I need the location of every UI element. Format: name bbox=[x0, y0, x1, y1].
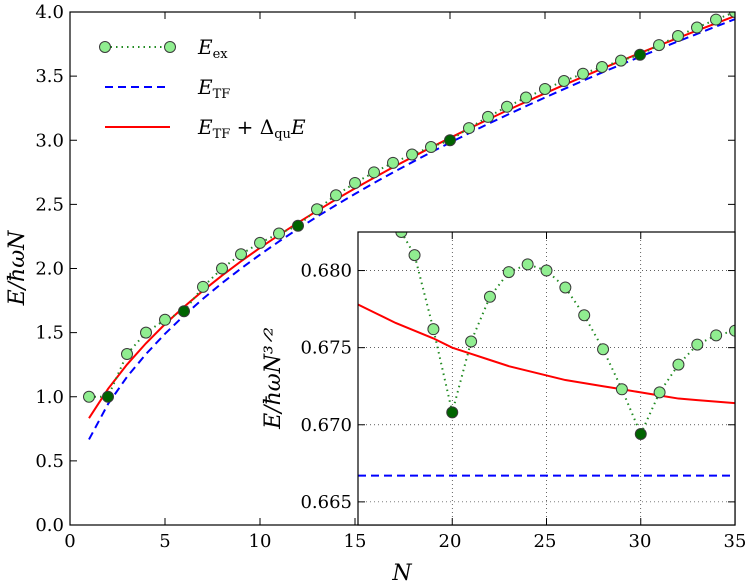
main-x-tick-label: 30 bbox=[629, 531, 652, 552]
main-ex-point bbox=[425, 141, 437, 154]
inset-ex-point bbox=[615, 383, 628, 396]
inset-chart: 0.665 0.670 0.675 0.680 E/ħωN³ᐟ² bbox=[261, 231, 736, 526]
main-ex-point bbox=[83, 390, 95, 403]
main-ex-point bbox=[729, 12, 735, 18]
inset-ex-point bbox=[540, 264, 553, 277]
inset-ex-point bbox=[427, 323, 440, 336]
main-axis-ticks: 0 5 10 15 20 25 30 35 0.0 0.5 1.0 1.5 2.0 2.5 3.0 3.5 4.… bbox=[35, 2, 746, 552]
main-ex-point bbox=[216, 262, 228, 275]
main-ex-point bbox=[672, 29, 684, 42]
legend-ex-marker-left bbox=[99, 41, 111, 53]
inset-ex-point bbox=[691, 338, 704, 351]
main-x-tick-label: 0 bbox=[64, 531, 75, 552]
main-ex-point bbox=[482, 110, 494, 123]
main-ex-point bbox=[463, 122, 475, 135]
main-y-tick-label: 2.0 bbox=[35, 259, 64, 280]
legend: Eex ETF ETF + ΔquE bbox=[99, 35, 306, 142]
legend-entry-tf-qu: ETF + ΔquE bbox=[105, 115, 306, 142]
main-x-tick-label: 15 bbox=[344, 531, 367, 552]
main-ex-point bbox=[596, 61, 608, 74]
main-ex-point bbox=[102, 390, 114, 403]
main-ex-point bbox=[178, 305, 190, 318]
main-ex-point bbox=[273, 227, 285, 240]
main-series-group bbox=[83, 12, 735, 440]
inset-ex-point bbox=[653, 386, 666, 399]
main-ex-point bbox=[311, 203, 323, 216]
main-ex-point bbox=[444, 134, 456, 147]
main-y-tick-label: 1.5 bbox=[35, 323, 64, 344]
inset-y-tick-label: 0.670 bbox=[300, 415, 352, 436]
main-ex-point bbox=[406, 148, 418, 161]
main-ex-point bbox=[634, 48, 646, 61]
main-y-axis-label: E/ħωN bbox=[5, 230, 30, 307]
legend-ex-label: Eex bbox=[197, 35, 228, 62]
main-x-tick-label: 20 bbox=[439, 531, 462, 552]
main-y-tick-label: 3.5 bbox=[35, 66, 64, 87]
inset-series-group bbox=[358, 232, 735, 477]
main-y-tick-label: 4.0 bbox=[35, 2, 64, 23]
inset-ex-point bbox=[578, 309, 591, 322]
main-ex-point bbox=[387, 156, 399, 169]
inset-y-tick-label: 0.675 bbox=[300, 338, 352, 359]
main-ex-point bbox=[615, 54, 627, 67]
inset-ex-point bbox=[634, 428, 647, 441]
inset-ex-point bbox=[502, 266, 515, 279]
main-y-tick-label: 2.5 bbox=[35, 194, 64, 215]
main-plot-series bbox=[83, 12, 735, 440]
main-x-tick-label: 10 bbox=[249, 531, 272, 552]
legend-tf-label: ETF bbox=[197, 75, 230, 102]
inset-tf-qu-line bbox=[358, 303, 735, 405]
inset-y-axis-label: E/ħωN³ᐟ² bbox=[261, 327, 286, 430]
main-ex-point bbox=[691, 21, 703, 34]
main-ex-point bbox=[653, 39, 665, 52]
legend-entry-ex: Eex bbox=[99, 35, 228, 62]
main-y-tick-label: 3.0 bbox=[35, 130, 64, 151]
inset-ex-point bbox=[408, 249, 421, 262]
inset-plot-series bbox=[358, 232, 735, 477]
main-ex-point bbox=[292, 219, 304, 232]
main-tf-line bbox=[88, 18, 735, 440]
main-ex-point bbox=[577, 67, 589, 80]
main-ex-point bbox=[159, 313, 171, 326]
inset-ex-point bbox=[710, 329, 723, 342]
legend-entry-tf: ETF bbox=[105, 75, 230, 102]
main-ex-point bbox=[254, 236, 266, 249]
main-x-axis-label: N bbox=[391, 561, 412, 584]
main-ex-point bbox=[349, 176, 361, 189]
inset-ex-point bbox=[395, 232, 408, 238]
main-y-tick-label: 0.0 bbox=[35, 515, 64, 536]
main-ex-point bbox=[368, 166, 380, 179]
main-ex-point bbox=[235, 248, 247, 261]
inset-axis-ticks: 0.665 0.670 0.675 0.680 bbox=[300, 232, 736, 525]
inset-ex-point bbox=[559, 281, 572, 294]
legend-tf-qu-label: ETF + ΔquE bbox=[197, 115, 306, 142]
inset-ex-point bbox=[672, 358, 685, 371]
main-y-tick-label: 1.0 bbox=[35, 387, 64, 408]
main-ex-point bbox=[520, 91, 532, 104]
main-ex-point bbox=[140, 326, 152, 339]
inset-ex-point bbox=[446, 406, 459, 419]
main-ex-point bbox=[330, 189, 342, 202]
main-ex-point bbox=[710, 13, 722, 26]
inset-ex-point bbox=[521, 258, 534, 271]
main-y-tick-label: 0.5 bbox=[35, 451, 64, 472]
legend-ex-marker-right bbox=[164, 41, 176, 53]
main-ex-point bbox=[558, 74, 570, 87]
inset-y-tick-label: 0.680 bbox=[300, 261, 352, 282]
main-x-tick-label: 25 bbox=[534, 531, 557, 552]
main-ex-point bbox=[197, 280, 209, 293]
inset-ex-point bbox=[483, 290, 496, 303]
main-ex-point bbox=[501, 100, 513, 113]
inset-ex-point bbox=[729, 324, 735, 337]
inset-ex-point bbox=[465, 335, 478, 348]
main-ex-point bbox=[539, 82, 551, 95]
inset-y-tick-label: 0.665 bbox=[300, 492, 352, 513]
main-ex-point bbox=[121, 348, 133, 361]
main-x-tick-label: 35 bbox=[724, 531, 747, 552]
main-x-tick-label: 5 bbox=[159, 531, 170, 552]
inset-ex-point bbox=[597, 343, 610, 356]
